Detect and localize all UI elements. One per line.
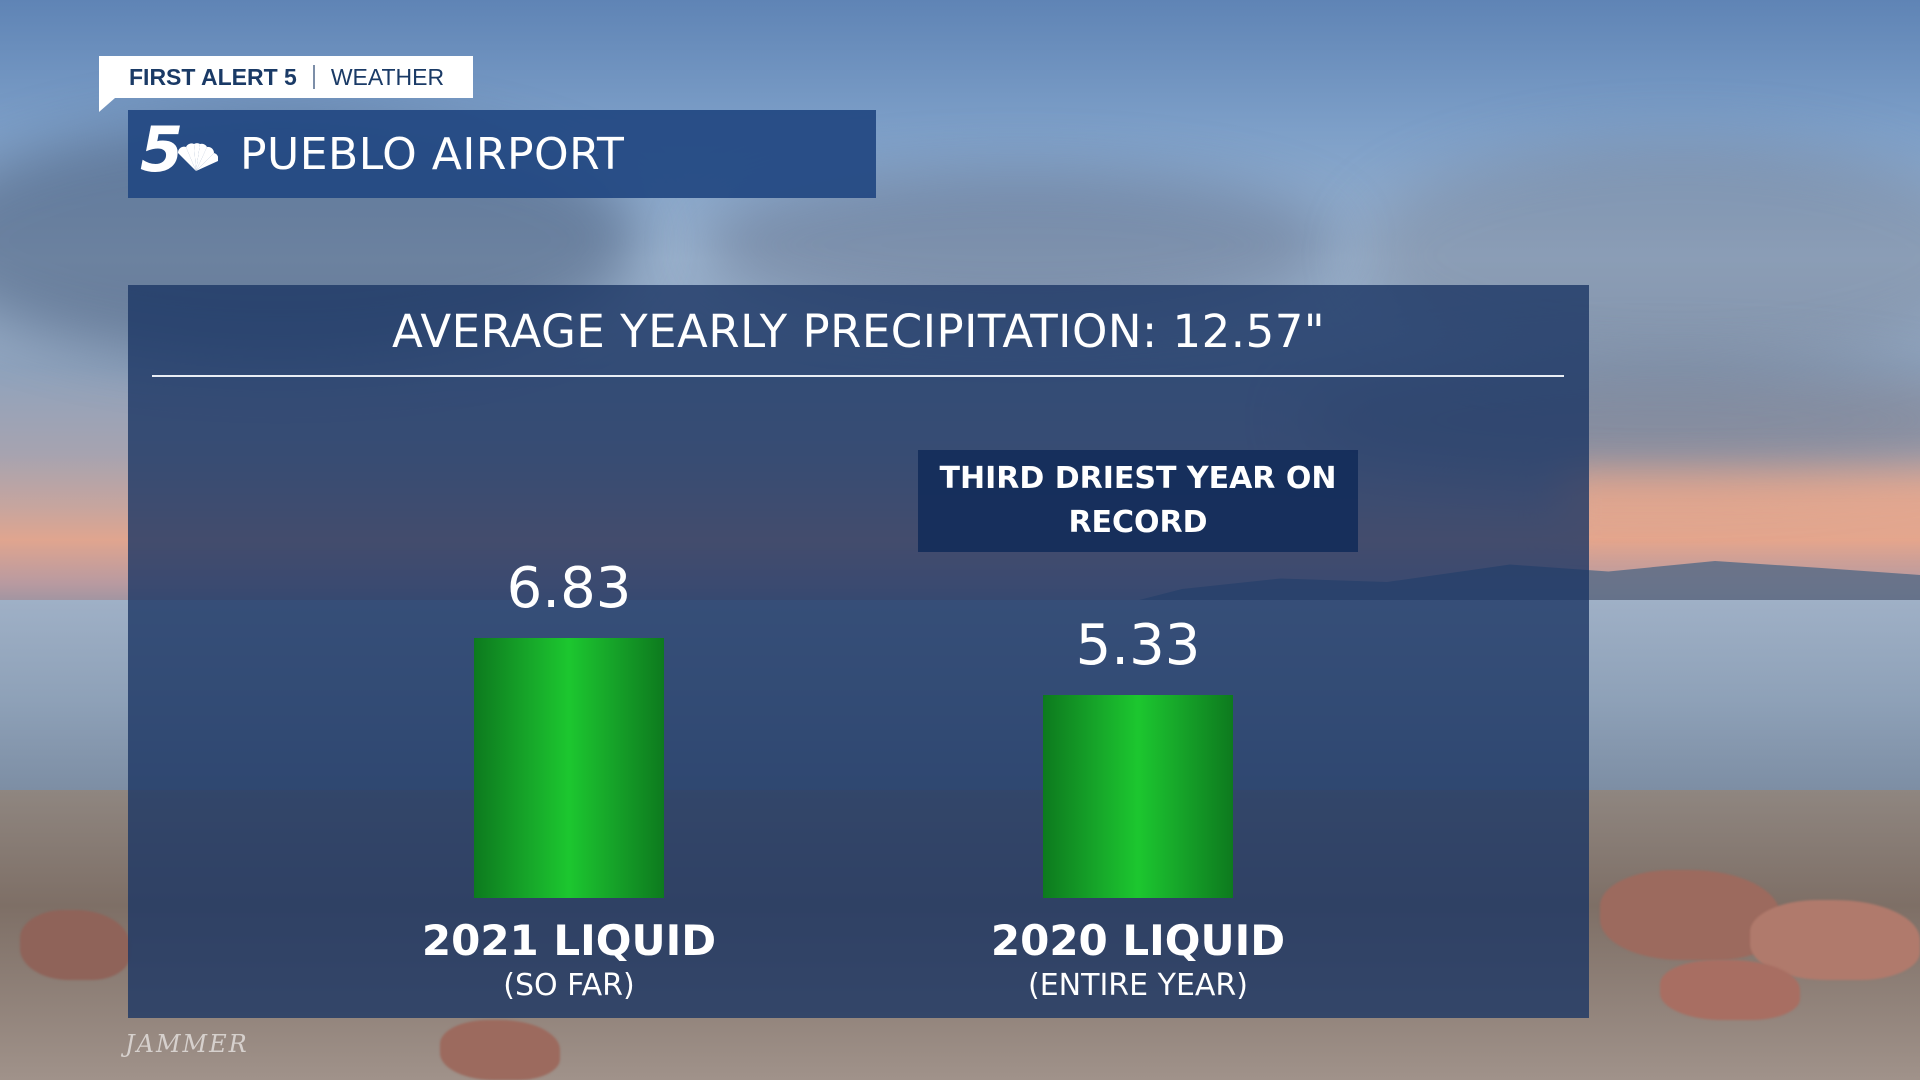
annotation-text: THIRD DRIEST YEAR ON RECORD (939, 461, 1337, 540)
location-title: PUEBLO AIRPORT (240, 128, 625, 180)
bar-category-label: 2021 LIQUID (421, 916, 717, 965)
background-rock (1660, 960, 1800, 1020)
section-name: WEATHER (330, 63, 445, 90)
bar-2 (1043, 695, 1233, 898)
bar-sublabel: (SO FAR) (503, 968, 635, 1003)
chart-panel: AVERAGE YEARLY PRECIPITATION: 12.57" THI… (128, 285, 1589, 1018)
title-divider (152, 375, 1564, 377)
peacock-icon (177, 143, 218, 171)
background-sunset (1560, 470, 1920, 530)
annotation-box: THIRD DRIEST YEAR ON RECORD (918, 450, 1358, 552)
bar-value-label: 5.33 (1075, 613, 1201, 679)
bar-1 (474, 638, 664, 898)
location-bar: 5 PUEBLO AIRPORT (128, 110, 876, 198)
branding-divider (312, 65, 315, 89)
channel-5-logo: 5 (140, 115, 230, 189)
background-rock (440, 1020, 560, 1080)
artist-signature: JAMMER (125, 1030, 249, 1058)
chart-title: AVERAGE YEARLY PRECIPITATION: 12.57" (391, 305, 1326, 358)
background-rock (20, 910, 130, 980)
bar-value-label: 6.83 (506, 556, 632, 622)
station-name: FIRST ALERT 5 (129, 63, 297, 90)
bar-category-label: 2020 LIQUID (990, 916, 1286, 965)
branding-tab-notch (99, 98, 115, 112)
branding-tab: FIRST ALERT 5 WEATHER (99, 56, 473, 112)
background-rock (1750, 900, 1920, 980)
bar-sublabel: (ENTIRE YEAR) (1028, 968, 1248, 1003)
